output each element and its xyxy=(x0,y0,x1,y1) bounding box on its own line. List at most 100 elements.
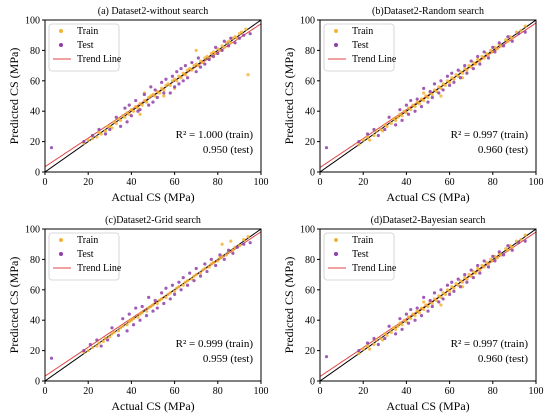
test-point xyxy=(448,292,452,296)
y-axis-label: Predicted CS (MPa) xyxy=(7,48,21,145)
test-point xyxy=(198,65,203,69)
test-point xyxy=(203,62,207,66)
test-point xyxy=(422,295,426,299)
test-point xyxy=(248,32,252,36)
test-point xyxy=(502,253,506,257)
train-point xyxy=(460,71,465,75)
train-point xyxy=(103,129,108,133)
test-point xyxy=(456,277,460,281)
train-point xyxy=(242,238,246,242)
test-point xyxy=(160,80,164,84)
y-tick-label: 40 xyxy=(305,316,315,327)
train-point xyxy=(523,233,527,237)
test-point xyxy=(242,242,246,246)
test-point xyxy=(482,50,486,54)
train-point xyxy=(164,295,168,299)
train-point xyxy=(417,311,421,315)
test-point xyxy=(209,257,213,261)
panel-title: (c)Dataset2-Grid search xyxy=(105,215,201,226)
legend-train-marker xyxy=(59,29,63,33)
train-point xyxy=(460,280,465,284)
train-point xyxy=(168,83,172,87)
test-point xyxy=(99,344,103,348)
test-point xyxy=(179,288,183,292)
legend-train-marker xyxy=(334,29,338,33)
test-point xyxy=(428,298,432,303)
test-point xyxy=(231,251,235,255)
x-tick-label: 20 xyxy=(83,386,93,397)
x-tick-label: 100 xyxy=(529,177,544,188)
train-point xyxy=(140,311,144,315)
test-point xyxy=(486,56,491,60)
y-tick-label: 100 xyxy=(25,16,40,27)
test-point xyxy=(248,241,252,245)
legend-test-label: Test xyxy=(352,40,369,51)
train-point xyxy=(372,342,376,347)
x-tick-label: 100 xyxy=(529,386,544,397)
test-point xyxy=(194,266,198,271)
train-point xyxy=(486,53,491,57)
test-point xyxy=(357,349,361,353)
train-point xyxy=(422,307,426,312)
test-point xyxy=(452,289,456,293)
train-point xyxy=(413,105,417,109)
y-tick-label: 20 xyxy=(305,346,315,357)
plot-area xyxy=(320,229,536,381)
legend-test-label: Test xyxy=(77,249,94,260)
test-point xyxy=(179,67,183,71)
legend-test-marker xyxy=(59,252,63,256)
test-point xyxy=(458,76,462,80)
y-tick-label: 80 xyxy=(30,255,40,266)
test-point xyxy=(372,127,376,132)
test-point xyxy=(82,349,86,353)
test-point xyxy=(517,241,521,245)
y-tick-label: 80 xyxy=(305,255,315,266)
train-point xyxy=(357,352,361,356)
test-point xyxy=(409,98,413,103)
train-point xyxy=(400,323,404,327)
trend-line xyxy=(320,22,536,168)
test-point xyxy=(419,314,424,318)
x-tick-label: 40 xyxy=(126,177,136,188)
test-point xyxy=(469,59,473,63)
plot-area xyxy=(45,20,261,172)
test-point xyxy=(114,115,118,119)
test-point xyxy=(357,140,361,144)
test-point xyxy=(471,67,475,71)
train-point xyxy=(361,138,365,142)
test-point xyxy=(164,286,168,290)
y-tick-label: 0 xyxy=(35,168,40,179)
train-point xyxy=(138,112,142,116)
train-point xyxy=(385,333,389,337)
test-point xyxy=(90,133,95,138)
x-tick-label: 40 xyxy=(401,177,411,188)
train-point xyxy=(443,83,447,87)
test-point xyxy=(419,105,424,109)
train-point xyxy=(473,271,478,275)
train-point xyxy=(185,279,190,283)
x-tick-label: 20 xyxy=(358,177,368,188)
train-point xyxy=(90,136,95,141)
legend-train-label: Train xyxy=(77,235,98,246)
train-point xyxy=(448,80,452,84)
x-axis-label: Actual CS (MPa) xyxy=(386,190,469,204)
train-point xyxy=(119,118,123,122)
test-point xyxy=(185,283,190,287)
plot-frame xyxy=(319,228,537,382)
train-point xyxy=(417,102,421,106)
train-point xyxy=(151,303,155,307)
train-point xyxy=(510,36,514,40)
test-point xyxy=(376,342,380,347)
train-point xyxy=(430,92,434,97)
test-point xyxy=(406,112,411,116)
panel-title: (b)Dataset2-Random search xyxy=(372,6,484,17)
test-point xyxy=(445,74,450,78)
test-point xyxy=(422,86,426,90)
train-point xyxy=(246,73,250,77)
train-point xyxy=(361,347,365,351)
test-point xyxy=(127,312,131,316)
test-point xyxy=(162,91,166,95)
test-point xyxy=(235,245,239,249)
test-point xyxy=(88,342,92,347)
test-point xyxy=(216,51,220,56)
